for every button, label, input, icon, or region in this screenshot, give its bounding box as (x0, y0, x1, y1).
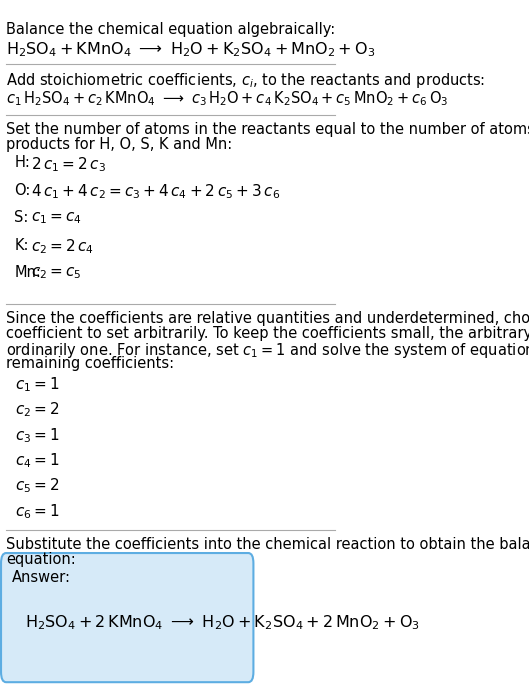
Text: $c_1 = 1$: $c_1 = 1$ (15, 375, 60, 394)
Text: $2\,c_1 = 2\,c_3$: $2\,c_1 = 2\,c_3$ (31, 155, 106, 174)
Text: $\mathrm{H_2SO_4 + KMnO_4 \ \longrightarrow \ H_2O + K_2SO_4 + MnO_2 + O_3}$: $\mathrm{H_2SO_4 + KMnO_4 \ \longrightar… (6, 40, 376, 58)
Text: Since the coefficients are relative quantities and underdetermined, choose a: Since the coefficients are relative quan… (6, 311, 529, 326)
Text: Add stoichiometric coefficients, $c_i$, to the reactants and products:: Add stoichiometric coefficients, $c_i$, … (6, 71, 486, 90)
Text: $c_2 = c_5$: $c_2 = c_5$ (31, 265, 82, 281)
Text: ordinarily one. For instance, set $c_1 = 1$ and solve the system of equations fo: ordinarily one. For instance, set $c_1 =… (6, 341, 529, 360)
Text: $c_4 = 1$: $c_4 = 1$ (15, 451, 60, 470)
Text: Mn:: Mn: (14, 265, 41, 280)
Text: Balance the chemical equation algebraically:: Balance the chemical equation algebraica… (6, 22, 335, 37)
Text: $c_3 = 1$: $c_3 = 1$ (15, 426, 60, 444)
Text: remaining coefficients:: remaining coefficients: (6, 356, 174, 371)
Text: Answer:: Answer: (12, 570, 71, 585)
Text: coefficient to set arbitrarily. To keep the coefficients small, the arbitrary va: coefficient to set arbitrarily. To keep … (6, 326, 529, 341)
Text: $c_5 = 2$: $c_5 = 2$ (15, 477, 60, 495)
Text: K:: K: (14, 238, 29, 253)
Text: equation:: equation: (6, 552, 76, 567)
Text: $c_1\,\mathrm{H_2SO_4} + c_2\,\mathrm{KMnO_4} \ \longrightarrow \ c_3\,\mathrm{H: $c_1\,\mathrm{H_2SO_4} + c_2\,\mathrm{KM… (6, 89, 449, 108)
Text: H:: H: (14, 155, 30, 170)
FancyBboxPatch shape (1, 553, 253, 682)
Text: O:: O: (14, 183, 31, 198)
Text: S:: S: (14, 210, 29, 225)
Text: $c_2 = 2\,c_4$: $c_2 = 2\,c_4$ (31, 238, 94, 256)
Text: Substitute the coefficients into the chemical reaction to obtain the balanced: Substitute the coefficients into the che… (6, 537, 529, 552)
Text: $c_1 = c_4$: $c_1 = c_4$ (31, 210, 82, 226)
Text: Set the number of atoms in the reactants equal to the number of atoms in the: Set the number of atoms in the reactants… (6, 122, 529, 137)
Text: products for H, O, S, K and Mn:: products for H, O, S, K and Mn: (6, 137, 232, 153)
Text: $c_2 = 2$: $c_2 = 2$ (15, 401, 60, 419)
Text: $c_6 = 1$: $c_6 = 1$ (15, 502, 60, 521)
Text: $4\,c_1 + 4\,c_2 = c_3 + 4\,c_4 + 2\,c_5 + 3\,c_6$: $4\,c_1 + 4\,c_2 = c_3 + 4\,c_4 + 2\,c_5… (31, 183, 280, 201)
Text: $\mathrm{H_2SO_4 + 2\,KMnO_4 \ \longrightarrow \ H_2O + K_2SO_4 + 2\,MnO_2 + O_3: $\mathrm{H_2SO_4 + 2\,KMnO_4 \ \longrigh… (25, 613, 420, 631)
